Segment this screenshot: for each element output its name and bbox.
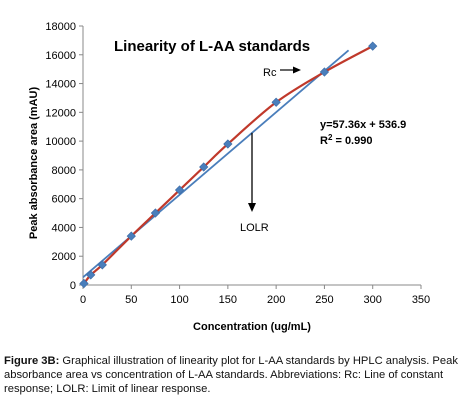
r-squared-value: = 0.990	[332, 135, 372, 147]
y-tick-label: 16000	[45, 50, 76, 62]
r-squared-superscript: 2	[328, 133, 333, 142]
data-point	[97, 260, 107, 270]
data-point	[126, 231, 136, 241]
y-tick-label: 2000	[52, 251, 76, 263]
data-point	[150, 208, 161, 218]
x-tick-label: 350	[412, 294, 430, 306]
data-point	[271, 97, 281, 107]
data-point	[199, 162, 209, 172]
x-tick-label: 100	[170, 294, 188, 306]
y-tick-label: 10000	[45, 136, 76, 148]
caption-label: Figure 3B:	[4, 355, 60, 367]
y-axis-ticks: 0 2000 4000 6000 8000 10000 12000 14000 16000 180…	[45, 21, 83, 292]
chart-axes	[82, 26, 421, 286]
x-tick-label: 50	[125, 294, 137, 306]
data-point	[174, 185, 185, 195]
y-tick-label: 18000	[45, 21, 76, 33]
lolr-label: LOLR	[240, 222, 269, 234]
curve-group	[83, 45, 374, 285]
y-tick-label: 8000	[52, 165, 76, 177]
lolr-marker	[248, 132, 256, 212]
response-curve	[83, 45, 374, 285]
r-squared: R2 = 0.990	[320, 133, 372, 147]
x-tick-label: 150	[219, 294, 237, 306]
y-tick-label: 12000	[45, 107, 76, 119]
y-tick-label: 4000	[52, 222, 76, 234]
figure-caption: Figure 3B: Graphical illustration of lin…	[4, 354, 460, 396]
x-tick-label: 0	[80, 294, 86, 306]
y-tick-label: 14000	[45, 79, 76, 91]
x-tick-label: 250	[315, 294, 333, 306]
x-tick-label: 300	[364, 294, 382, 306]
x-axis-title: Concentration (ug/mL)	[193, 321, 311, 333]
rc-label: Rc	[263, 67, 277, 79]
fit-equation: y=57.36x + 536.9	[320, 119, 406, 131]
y-tick-label: 6000	[52, 194, 76, 206]
data-point	[79, 278, 89, 289]
data-point	[223, 139, 233, 149]
y-axis-title: Peak absorbance area (mAU)	[28, 87, 40, 240]
data-point	[319, 67, 330, 77]
lolr-arrow-head	[248, 203, 256, 212]
caption-text: Graphical illustration of linearity plot…	[4, 355, 458, 395]
linearity-chart: 0200040006000800010000120001400016000180…	[28, 21, 430, 333]
chart-title: Linearity of L-AA standards	[114, 38, 310, 55]
data-point	[86, 270, 96, 280]
r-squared-symbol: R	[320, 135, 328, 147]
x-axis-ticks: 0 50 100 150 200 250 300 350	[80, 285, 430, 306]
data-markers	[79, 41, 378, 289]
y-tick-label: 0	[70, 280, 76, 292]
x-tick-label: 200	[267, 294, 285, 306]
data-point	[368, 41, 378, 51]
rc-arrow	[280, 66, 301, 74]
